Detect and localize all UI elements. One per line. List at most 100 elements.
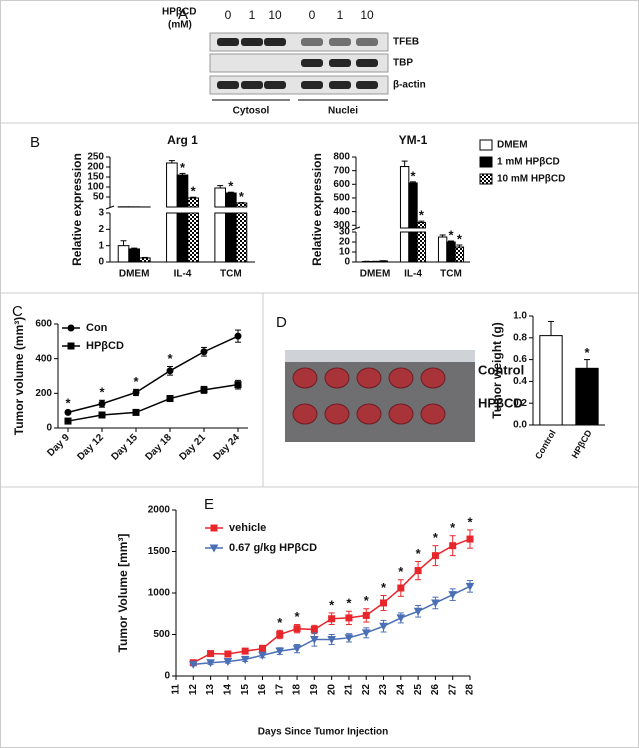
y-tick-label: 1.0: [513, 311, 527, 322]
marker: [210, 524, 218, 532]
blot-unit: (mM): [168, 20, 192, 31]
group-label: Cytosol: [233, 106, 270, 117]
chart-title: YM-1: [399, 133, 428, 147]
marker: [98, 411, 106, 419]
series-line: [67, 335, 239, 414]
x-tick-label: 22: [361, 684, 372, 696]
marker: [396, 614, 406, 623]
significance: *: [191, 184, 197, 199]
legend-label: vehicle: [229, 522, 266, 534]
marker: [224, 650, 232, 658]
y-tick-label: 400: [333, 206, 350, 217]
axis-break: [351, 226, 361, 231]
bar: [166, 162, 178, 208]
x-tick-label: 19: [309, 684, 320, 696]
marker: [293, 625, 301, 633]
significance: *: [167, 351, 173, 366]
row-label: TFEB: [393, 37, 419, 48]
marker: [292, 645, 302, 654]
bar: [166, 212, 178, 263]
marker: [310, 626, 318, 634]
blot-band: [241, 38, 263, 46]
y-tick-label: 400: [35, 353, 52, 364]
blot-band: [217, 38, 239, 46]
y-axis-label: Relative expression: [310, 153, 324, 266]
blot-band: [356, 38, 378, 46]
row-label: β-actin: [393, 80, 426, 91]
lane-label: 0: [309, 8, 316, 22]
bar: [138, 257, 151, 263]
panel-label: B: [30, 134, 40, 151]
y-tick-label: 0.2: [513, 398, 527, 409]
bar: [437, 236, 448, 263]
bar: [176, 212, 189, 263]
marker: [98, 400, 106, 408]
blot-strip: [209, 53, 389, 73]
y-axis-label: Tumor volume (mm³): [12, 317, 26, 435]
y-tick-label: 0.4: [513, 376, 527, 387]
y-tick-label: 600: [35, 319, 52, 330]
bar: [187, 197, 199, 208]
blot-strip: [209, 32, 389, 52]
marker: [466, 535, 474, 543]
x-tick-label: 23: [378, 684, 389, 696]
marker: [207, 650, 215, 658]
y-tick-label: 100: [87, 182, 104, 193]
blot-band: [264, 38, 286, 46]
bar: [575, 367, 599, 426]
y-tick-label: 300: [333, 220, 350, 231]
x-tick-label: 28: [465, 684, 476, 696]
bar: [225, 212, 237, 263]
marker: [413, 607, 423, 616]
marker: [132, 388, 140, 396]
significance: *: [416, 546, 422, 561]
panel-label: C: [12, 303, 23, 320]
blot-band: [301, 38, 323, 46]
marker: [166, 395, 174, 403]
y-tick-label: 0: [344, 257, 350, 268]
legend-label: DMEM: [497, 140, 528, 151]
x-tick-label: 20: [326, 684, 337, 696]
y-tick-label: 500: [153, 629, 170, 640]
row-label: TBP: [393, 58, 413, 69]
significance: *: [410, 168, 416, 183]
legend-label: HPβCD: [86, 340, 124, 352]
marker: [200, 348, 208, 356]
marker: [361, 629, 371, 638]
y-tick-label: 200: [87, 162, 104, 173]
tumor: [388, 367, 414, 389]
significance: *: [239, 189, 245, 204]
marker: [431, 552, 439, 560]
marker: [345, 614, 353, 622]
marker: [234, 381, 242, 389]
legend-swatch: [479, 139, 493, 151]
bar: [408, 231, 418, 263]
bar: [399, 231, 410, 263]
marker: [64, 408, 72, 416]
y-tick-label: 2000: [148, 505, 171, 516]
tumor: [388, 403, 414, 425]
y-tick-label: 2: [98, 224, 104, 235]
significance: *: [398, 564, 404, 579]
significance: *: [448, 227, 454, 242]
y-tick-label: 1500: [148, 546, 171, 557]
marker: [275, 647, 285, 656]
x-tick-label: 25: [413, 684, 424, 696]
x-tick-label: 24: [395, 684, 406, 696]
x-tick-label: 16: [257, 684, 268, 696]
y-tick-label: 0.8: [513, 332, 527, 343]
blot-band: [301, 81, 323, 89]
marker: [327, 635, 336, 645]
marker: [206, 659, 215, 668]
panel-label: E: [204, 496, 214, 513]
marker: [414, 567, 422, 575]
legend-label: 10 mM HPβCD: [497, 174, 565, 185]
tumor: [292, 403, 318, 425]
tumor: [324, 367, 350, 389]
y-tick-label: 3: [98, 208, 104, 219]
significance: *: [329, 597, 335, 612]
marker: [188, 660, 198, 669]
bar: [399, 166, 410, 229]
blot-strip: [209, 75, 389, 95]
blot-band: [356, 81, 378, 89]
